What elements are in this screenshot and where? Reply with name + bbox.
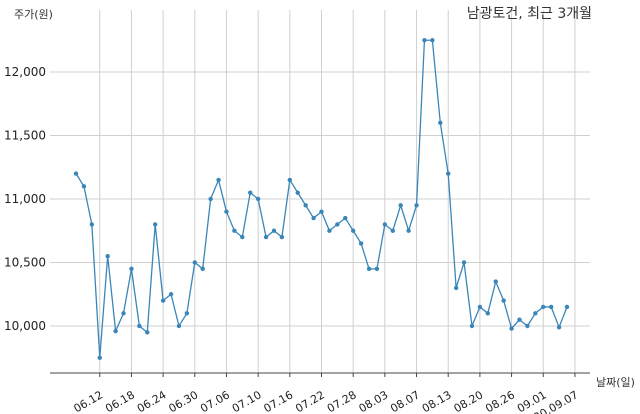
data-point: [311, 215, 316, 221]
data-point: [446, 171, 451, 176]
y-tick-label: 12,000: [4, 65, 46, 79]
data-point: [509, 326, 514, 331]
x-tick-label: 08.07: [388, 388, 422, 414]
data-point: [525, 323, 530, 329]
data-point: [366, 266, 372, 272]
data-point: [263, 234, 269, 240]
data-point: [176, 323, 182, 329]
data-point: [137, 323, 142, 329]
x-axis-label: 날짜(일): [596, 375, 635, 389]
data-point: [327, 228, 332, 233]
data-point: [145, 330, 150, 335]
y-tick-label: 10,000: [4, 319, 46, 333]
data-point: [208, 196, 213, 202]
data-point: [232, 228, 237, 233]
data-point: [160, 298, 166, 303]
x-tick-label: 06.12: [71, 388, 105, 414]
data-point: [105, 253, 110, 259]
data-point: [271, 228, 277, 233]
data-point: [184, 311, 190, 316]
data-point: [295, 190, 300, 195]
data-point: [548, 304, 554, 310]
data-point: [192, 260, 197, 265]
data-point: [556, 325, 562, 330]
data-point: [152, 222, 158, 227]
data-point: [533, 311, 538, 316]
data-point: [398, 203, 403, 208]
data-point: [358, 241, 364, 246]
data-point: [200, 266, 205, 272]
x-tick-label: 08.13: [420, 388, 454, 414]
x-tick-label: 07.28: [325, 388, 359, 414]
data-point: [89, 222, 95, 227]
x-tick-label: 07.22: [293, 388, 327, 414]
data-point: [97, 355, 102, 360]
grid: [50, 10, 590, 377]
data-point: [477, 304, 483, 310]
data-point: [73, 171, 79, 176]
data-point: [517, 317, 522, 322]
x-tick-label: 06.24: [135, 388, 169, 414]
data-point: [438, 120, 443, 126]
data-point: [303, 203, 308, 208]
data-point: [255, 196, 261, 202]
data-point: [168, 292, 174, 297]
x-tick-labels: 06.1206.1806.2406.3007.0607.1007.1607.22…: [71, 388, 580, 414]
data-point: [279, 234, 285, 240]
data-point: [287, 177, 293, 183]
data-point: [430, 38, 435, 43]
data-point: [564, 304, 570, 310]
data-point: [129, 266, 134, 272]
data-point: [485, 311, 491, 316]
data-point: [81, 184, 87, 189]
y-axis-label: 주가(원): [14, 8, 53, 21]
data-point: [121, 311, 126, 316]
x-tick-label: 06.30: [167, 388, 201, 414]
chart-title: 남광토건, 최근 3개월: [467, 6, 592, 22]
data-point: [224, 209, 229, 214]
data-point: [113, 328, 118, 334]
data-point: [216, 177, 221, 183]
data-point: [493, 279, 498, 284]
data-point: [335, 222, 340, 227]
data-point: [453, 285, 459, 291]
x-tick-label: 07.06: [198, 388, 232, 414]
y-tick-label: 11,500: [4, 129, 46, 143]
x-tick-label: 07.10: [230, 388, 264, 414]
data-point: [390, 228, 395, 233]
data-point: [501, 298, 506, 303]
data-point: [319, 209, 324, 214]
x-tick-label: 08.20: [452, 388, 486, 414]
data-point: [461, 260, 467, 265]
x-tick-label: 07.16: [262, 388, 296, 414]
x-tick-label: 06.18: [103, 388, 137, 414]
data-points: [73, 38, 570, 360]
x-tick-label: 08.26: [483, 388, 517, 414]
y-tick-label: 11,000: [4, 192, 46, 206]
y-tick-labels: 10,000 10,500 11,000 11,500 12,000: [4, 65, 46, 333]
data-point: [541, 304, 546, 310]
data-point: [374, 266, 380, 272]
data-point: [422, 38, 427, 43]
data-point: [469, 323, 475, 329]
data-point: [343, 215, 348, 221]
data-point: [240, 234, 245, 240]
data-point: [406, 228, 411, 233]
data-point: [350, 228, 356, 233]
y-tick-label: 10,500: [4, 256, 46, 270]
x-tick-label: 08.03: [357, 388, 391, 414]
data-point: [414, 203, 419, 208]
data-point: [382, 222, 388, 227]
data-point: [248, 190, 253, 195]
